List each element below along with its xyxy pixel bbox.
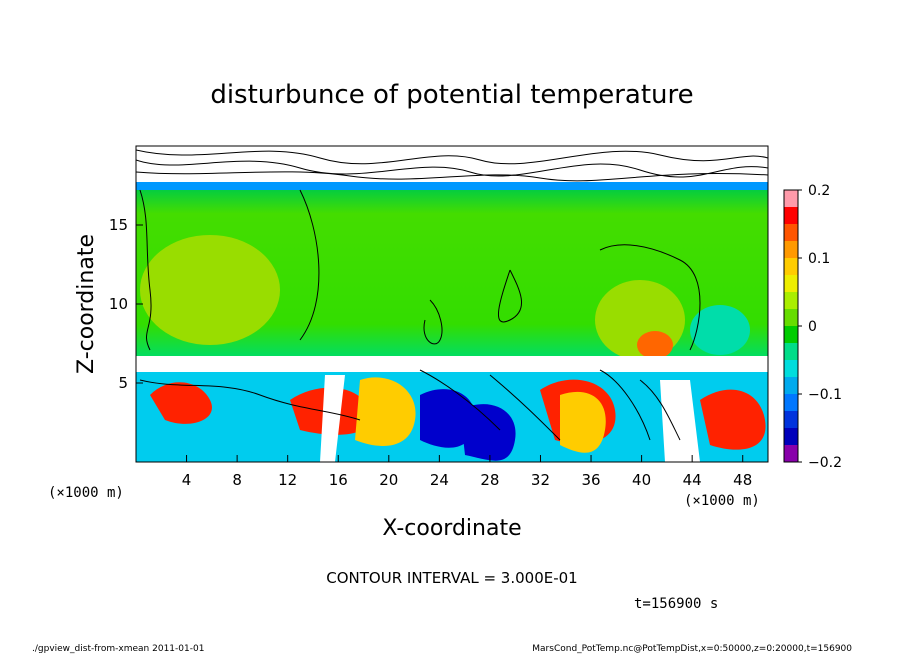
colorbar-cells [784,190,798,463]
x-tick-label: 16 [329,471,348,489]
footer-left: ./gpview_dist-from-xmean 2011-01-01 [32,644,204,654]
x-tick-label: 44 [683,471,702,489]
y-axis-label: Z-coordinate [74,234,99,374]
y-tick-label: 15 [109,216,128,234]
colorbar-cell [784,275,798,293]
x-tick-label: 28 [480,471,499,489]
x-tick-label: 48 [733,471,752,489]
colorbar-cell [784,377,798,395]
colorbar-tick-label: 0 [808,319,817,335]
lower-contours [139,369,681,441]
colorbar-tick-label: 0.1 [808,251,830,267]
colorbar: 0.2 0.1 0 −0.1 −0.2 [783,183,842,471]
colorbar-cell [784,394,798,412]
lower-yellow-blobs [355,377,606,453]
y-tick-label: 10 [109,295,128,313]
chart-title: disturbunce of potential temperature [210,80,693,110]
interface-layer [136,356,768,372]
x-unit-label-right: (×1000 m) [684,493,760,509]
lower-blue-blobs [420,389,516,461]
colorbar-cell [784,360,798,378]
colorbar-tick-label: −0.2 [808,455,842,471]
colorbar-cell [784,326,798,344]
colorbar-cell [784,445,798,463]
x-tick-label: 20 [379,471,398,489]
x-tick-label: 36 [581,471,600,489]
colorbar-cell [784,241,798,259]
mid-contours [139,189,701,351]
colorbar-tick-label: 0.2 [808,183,830,199]
warm-patch-mid [140,235,280,345]
hot-spot [637,331,673,359]
colorbar-cell [784,343,798,361]
colorbar-cell [784,207,798,225]
footer-right: MarsCond_PotTemp.nc@PotTempDist,x=0:5000… [532,644,852,654]
x-tick-label: 40 [632,471,651,489]
x-tick-label: 32 [531,471,550,489]
contour-interval-label: CONTOUR INTERVAL = 3.000E-01 [326,569,577,587]
x-tick-label: 8 [232,471,242,489]
x-axis-ticks: 4 8 12 16 20 24 28 32 36 40 44 48 [182,455,752,489]
colorbar-cell [784,224,798,242]
lower-warm-blobs [150,379,766,450]
colorbar-tick-label: −0.1 [808,387,842,403]
colorbar-cell [784,411,798,429]
y-tick-label: 5 [118,374,128,392]
x-tick-label: 12 [278,471,297,489]
lower-white-columns [320,375,700,462]
colorbar-cell [784,428,798,446]
cool-patch-mid [690,305,750,355]
y-axis-ticks: 5 10 15 [109,216,143,392]
colorbar-cell [784,190,798,208]
sponge-blue-band [136,180,768,190]
colorbar-cell [784,258,798,276]
x-tick-label: 4 [182,471,192,489]
x-axis-label: X-coordinate [382,516,521,541]
sponge-contours [136,149,768,182]
time-label: t=156900 s [634,596,718,612]
colorbar-cell [784,309,798,327]
colorbar-cell [784,292,798,310]
x-unit-label-left: (×1000 m) [48,485,124,501]
x-tick-label: 24 [430,471,449,489]
colorbar-ticks: 0.2 0.1 0 −0.1 −0.2 [798,183,842,471]
plot-area [136,146,768,462]
